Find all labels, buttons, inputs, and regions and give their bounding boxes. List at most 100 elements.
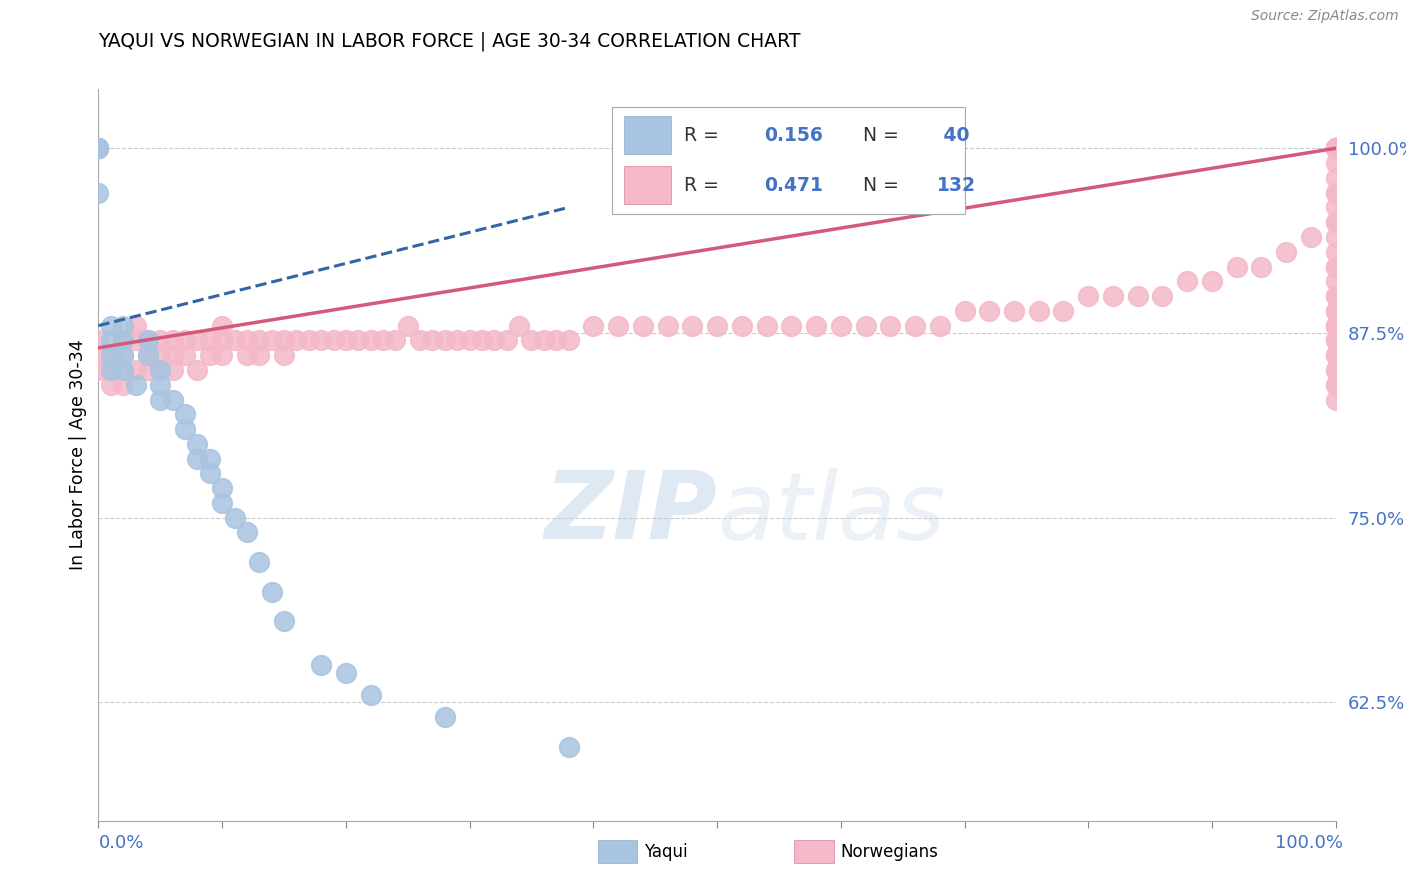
Point: [100, 348, 122, 362]
Point: [136, 334, 159, 348]
Point: [681, 318, 703, 333]
Point: [87, 141, 110, 155]
Point: [100, 334, 122, 348]
Point: [557, 739, 579, 754]
Text: atlas: atlas: [717, 468, 945, 559]
Point: [211, 334, 233, 348]
Point: [87, 141, 110, 155]
Point: [855, 318, 877, 333]
Point: [1250, 260, 1272, 274]
Point: [186, 334, 208, 348]
Point: [322, 334, 344, 348]
Point: [879, 318, 901, 333]
Point: [1324, 230, 1347, 244]
Text: N =: N =: [863, 126, 905, 145]
Text: 0.156: 0.156: [763, 126, 823, 145]
Point: [87, 348, 110, 362]
Point: [347, 334, 370, 348]
Text: 100.0%: 100.0%: [1275, 834, 1343, 852]
Point: [186, 437, 208, 451]
Point: [1324, 141, 1347, 155]
Point: [1275, 244, 1298, 259]
Point: [198, 451, 221, 466]
Point: [830, 318, 852, 333]
Point: [198, 348, 221, 362]
Point: [1324, 141, 1347, 155]
Text: Source: ZipAtlas.com: Source: ZipAtlas.com: [1251, 9, 1399, 23]
Point: [136, 348, 159, 362]
Point: [1201, 274, 1223, 288]
Point: [198, 467, 221, 481]
Point: [1324, 141, 1347, 155]
Point: [236, 348, 259, 362]
Point: [546, 334, 568, 348]
Point: [1077, 289, 1099, 303]
Point: [1324, 334, 1347, 348]
Point: [1324, 318, 1347, 333]
FancyBboxPatch shape: [624, 166, 671, 204]
Text: 132: 132: [938, 176, 976, 194]
Point: [186, 363, 208, 377]
Point: [1324, 141, 1347, 155]
Point: [186, 451, 208, 466]
Point: [309, 334, 332, 348]
Point: [1324, 170, 1347, 185]
Point: [520, 334, 543, 348]
Point: [1299, 230, 1322, 244]
Text: Yaqui: Yaqui: [644, 843, 688, 861]
Y-axis label: In Labor Force | Age 30-34: In Labor Force | Age 30-34: [69, 340, 87, 570]
Point: [1324, 141, 1347, 155]
Point: [657, 318, 679, 333]
Point: [582, 318, 605, 333]
Point: [928, 318, 950, 333]
Point: [112, 318, 135, 333]
Point: [100, 348, 122, 362]
Point: [112, 334, 135, 348]
Point: [1324, 363, 1347, 377]
Point: [780, 318, 803, 333]
Point: [149, 334, 172, 348]
Point: [804, 318, 827, 333]
Point: [87, 141, 110, 155]
Point: [260, 584, 283, 599]
Point: [198, 334, 221, 348]
Point: [384, 334, 406, 348]
Point: [557, 334, 579, 348]
Point: [136, 363, 159, 377]
Point: [149, 377, 172, 392]
Point: [360, 334, 382, 348]
Point: [112, 363, 135, 377]
Point: [87, 141, 110, 155]
Point: [285, 334, 308, 348]
Point: [124, 318, 146, 333]
Point: [1324, 186, 1347, 200]
Text: Norwegians: Norwegians: [841, 843, 939, 861]
Point: [335, 665, 357, 680]
FancyBboxPatch shape: [624, 116, 671, 154]
Point: [433, 710, 456, 724]
Text: 40: 40: [938, 126, 970, 145]
Point: [247, 348, 270, 362]
Text: N =: N =: [863, 176, 905, 194]
Point: [174, 407, 197, 421]
Point: [149, 392, 172, 407]
Point: [224, 510, 246, 524]
Point: [124, 363, 146, 377]
Point: [309, 658, 332, 673]
Point: [149, 363, 172, 377]
Point: [371, 334, 394, 348]
Point: [409, 334, 432, 348]
Point: [1028, 303, 1050, 318]
Point: [1324, 141, 1347, 155]
Point: [1324, 377, 1347, 392]
Point: [136, 334, 159, 348]
Point: [136, 348, 159, 362]
Point: [100, 363, 122, 377]
Point: [112, 348, 135, 362]
Point: [360, 688, 382, 702]
Point: [1324, 363, 1347, 377]
Point: [1324, 318, 1347, 333]
Point: [174, 348, 197, 362]
Point: [607, 318, 630, 333]
Point: [458, 334, 481, 348]
